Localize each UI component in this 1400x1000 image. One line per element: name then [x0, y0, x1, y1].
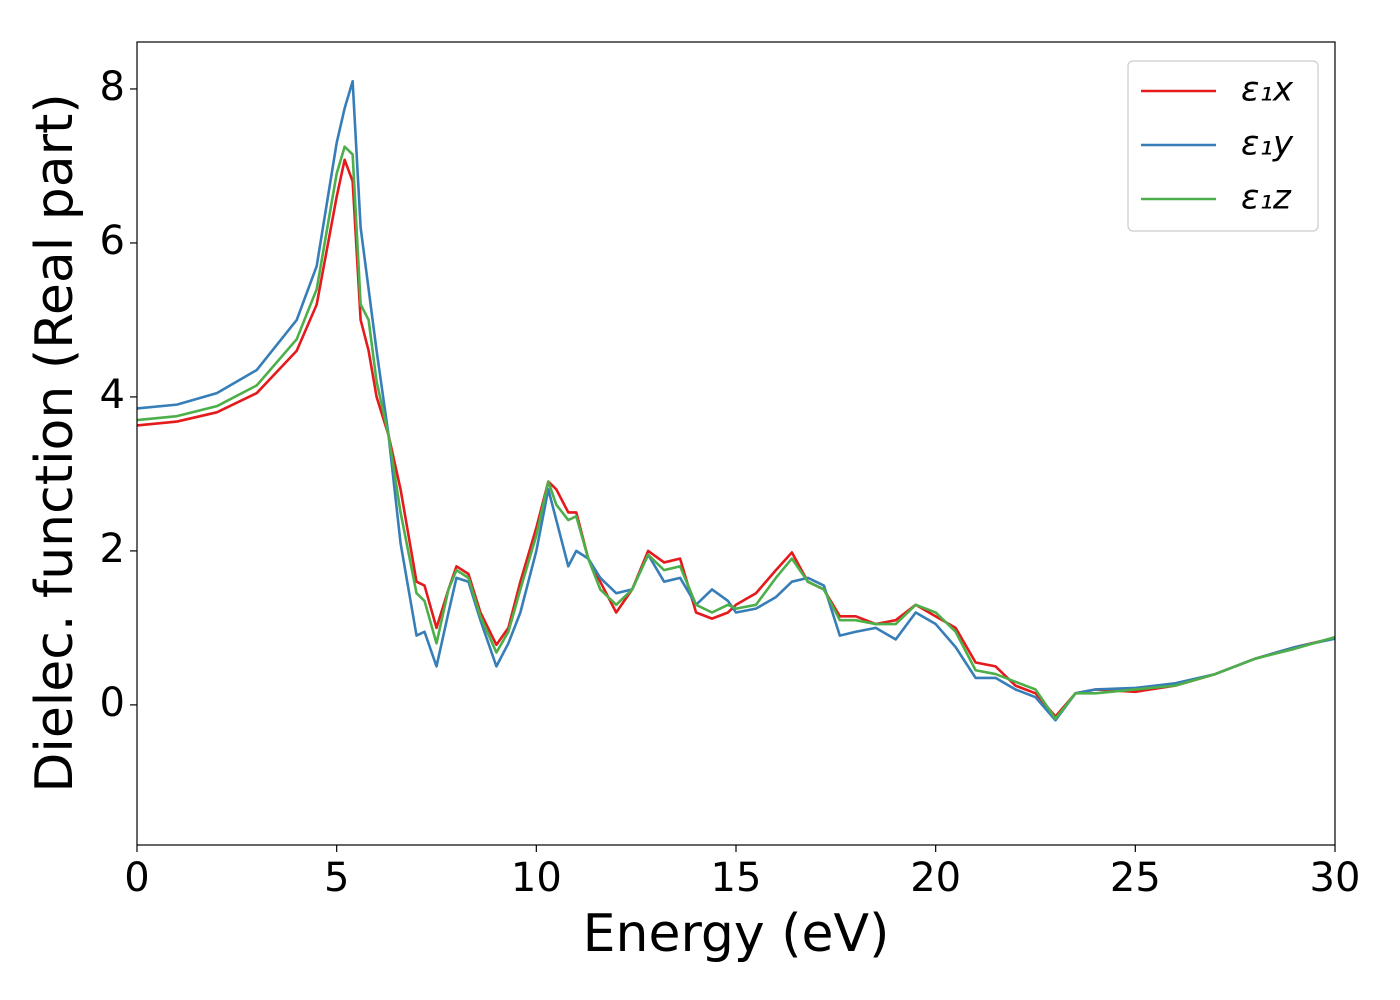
data-line	[137, 145, 1335, 721]
x-axis-label: Energy (eV)	[583, 904, 890, 964]
x-tick-label: 20	[910, 855, 961, 901]
x-tick-label: 15	[711, 855, 762, 901]
y-tick-label: 4	[100, 372, 125, 418]
x-tick-label: 0	[124, 855, 149, 901]
y-axis-label: Dielec. function (Real part)	[25, 93, 85, 792]
x-tick-label: 10	[511, 855, 562, 901]
y-tick-label: 2	[100, 526, 125, 572]
legend-label: ε₁z	[1241, 178, 1292, 218]
y-tick-label: 8	[100, 64, 125, 110]
legend-box	[1127, 60, 1319, 232]
x-tick-label: 25	[1110, 855, 1161, 901]
legend: ε₁x ε₁y ε₁z	[1127, 60, 1319, 232]
x-tick-label: 5	[324, 855, 349, 901]
legend-label: ε₁y	[1241, 124, 1294, 164]
x-tick-label: 30	[1310, 855, 1361, 901]
y-tick-label: 6	[100, 218, 125, 264]
legend-label: ε₁x	[1241, 70, 1294, 110]
y-tick-label: 0	[100, 680, 125, 726]
